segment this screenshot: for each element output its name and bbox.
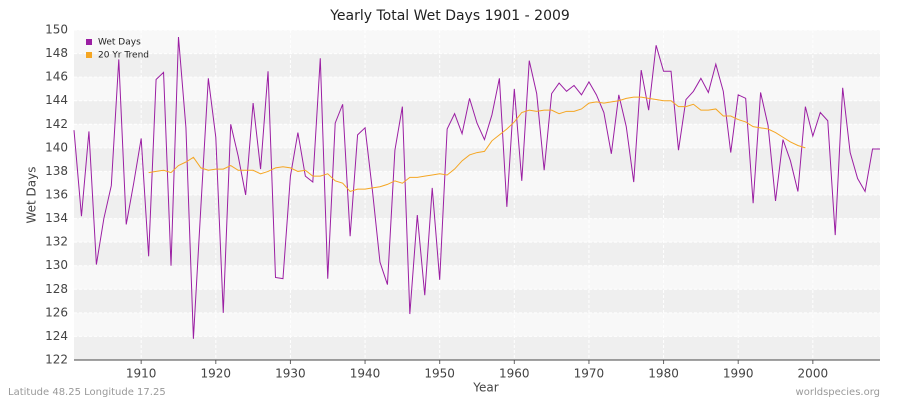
grid-band xyxy=(74,195,880,219)
y-tick-label: 134 xyxy=(45,211,68,225)
y-tick-label: 142 xyxy=(45,117,68,131)
y-tick-label: 122 xyxy=(45,353,68,367)
grid-band xyxy=(74,53,880,78)
grid-band xyxy=(74,242,880,266)
grid-band xyxy=(74,147,880,172)
legend-label: 20 Yr Trend xyxy=(98,51,149,61)
footer-left: Latitude 48.25 Longitude 17.25 xyxy=(8,387,166,398)
x-tick-label: 1960 xyxy=(499,367,530,381)
x-tick-label: 1970 xyxy=(574,367,605,381)
legend-swatch xyxy=(86,39,92,45)
chart-title: Yearly Total Wet Days 1901 - 2009 xyxy=(329,8,570,24)
x-tick-label: 1930 xyxy=(275,367,306,381)
y-tick-label: 124 xyxy=(45,329,68,343)
x-tick-label: 1950 xyxy=(424,367,455,381)
y-tick-label: 146 xyxy=(45,70,68,84)
legend-swatch xyxy=(86,52,92,58)
y-axis-label: Wet Days xyxy=(25,166,39,223)
y-tick-label: 150 xyxy=(45,23,68,37)
y-tick-label: 130 xyxy=(45,258,68,272)
x-tick-label: 1980 xyxy=(648,367,679,381)
y-tick-label: 136 xyxy=(45,188,68,202)
x-tick-label: 1990 xyxy=(723,367,754,381)
footer-right: worldspecies.org xyxy=(796,387,880,398)
x-axis-label: Year xyxy=(472,381,498,395)
x-tick-label: 1920 xyxy=(201,367,232,381)
x-tick-label: 1940 xyxy=(350,367,381,381)
y-tick-label: 144 xyxy=(45,93,68,107)
y-tick-label: 148 xyxy=(45,46,68,60)
y-tick-label: 132 xyxy=(45,235,68,249)
y-tick-label: 138 xyxy=(45,164,68,178)
x-tick-label: 1910 xyxy=(126,367,157,381)
x-tick-label: 2000 xyxy=(798,367,829,381)
y-tick-label: 140 xyxy=(45,140,68,154)
y-tick-label: 126 xyxy=(45,305,68,319)
grid-band xyxy=(74,289,880,313)
series-line xyxy=(73,37,880,339)
series-line xyxy=(148,96,806,193)
legend-label: Wet Days xyxy=(98,38,141,48)
grid-band xyxy=(74,336,880,360)
y-tick-label: 128 xyxy=(45,282,68,296)
